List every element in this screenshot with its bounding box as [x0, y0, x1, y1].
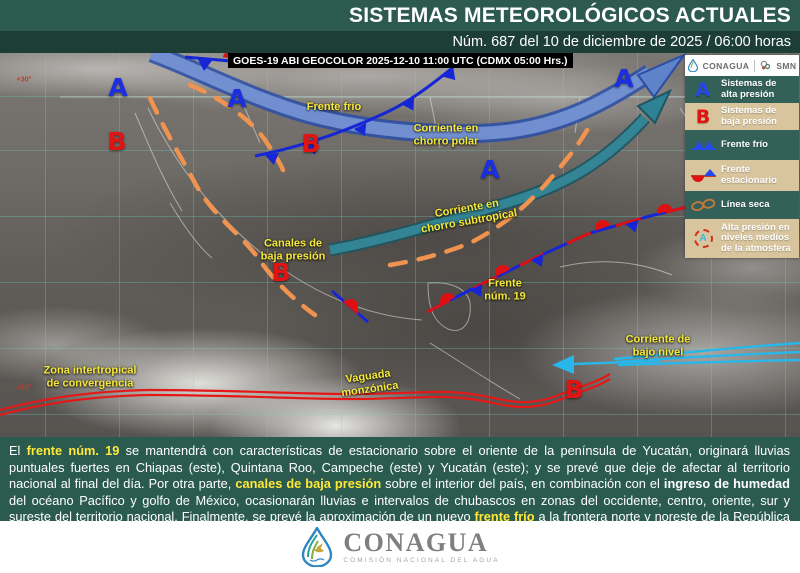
low-level-current-arrow: [552, 341, 800, 374]
stationary-front-icon: [690, 168, 716, 182]
forecast-description: El frente núm. 19 se mantendrá con carac…: [0, 437, 800, 541]
low-pressure-mark: B: [564, 375, 584, 405]
description-text: El frente núm. 19 se mantendrá con carac…: [9, 443, 790, 541]
conagua-drop-icon: [687, 59, 698, 72]
description-segment: a la frontera norte y noreste de la Repú…: [9, 509, 790, 541]
description-segment: del océano Pacífico y golfo de México, o…: [9, 492, 790, 525]
subtropical-jet-arrow: [328, 88, 673, 257]
low-pressure-channel-dashed: [147, 82, 593, 318]
legend-item-high-pressure: A Sistemas de alta presión: [685, 76, 799, 103]
low-pressure-mark: B: [107, 127, 127, 157]
legend-item-low-pressure: B Sistemas de baja presión: [685, 103, 799, 130]
label-low-pressure-channels: Canales de baja presión: [260, 237, 326, 263]
legend-item-dry-line: Línea seca: [685, 191, 799, 219]
latitude-label: +30°: [16, 76, 32, 84]
stationary-front-line: [426, 200, 709, 314]
low-pressure-mark: B: [271, 258, 291, 288]
label-front-19: Frente núm. 19: [484, 277, 526, 303]
satellite-map: GOES-19 ABI GEOCOLOR 2025-12-10 11:00 UT…: [0, 53, 800, 437]
description-segment: se mantendrá con características de esta…: [9, 443, 791, 492]
high-pressure-mark: A: [614, 64, 634, 94]
bulletin-number: Núm. 687 del 10 de diciembre de 2025 / 0…: [0, 31, 800, 53]
itcz-monsoon-trough-line: [0, 373, 611, 417]
latitude-label: +10°: [16, 384, 32, 392]
footer: CONAGUA COMISIÓN NACIONAL DEL AGUA: [0, 521, 800, 573]
legend-logos-bar: CONAGUA SMN: [685, 55, 799, 76]
description-segment: El: [9, 443, 27, 458]
legend-logo-separator: [754, 59, 756, 72]
coastline-paths: [60, 96, 740, 400]
footer-logo-subtext: COMISIÓN NACIONAL DEL AGUA: [343, 557, 500, 564]
label-cold-front: Frente frío: [306, 100, 362, 113]
smn-logo-icon: [761, 60, 771, 70]
low-pressure-symbol: B: [695, 105, 711, 128]
legend-item-cold-front: Frente frío: [685, 130, 799, 160]
label-polar-jet: Corriente en chorro polar: [413, 122, 479, 148]
mid-level-high-icon: A: [693, 229, 713, 248]
page-title: SISTEMAS METEOROLÓGICOS ACTUALES: [0, 0, 800, 31]
description-segment: frente núm. 19: [26, 443, 120, 458]
dry-line-icon: [690, 198, 715, 212]
legend-conagua-text: CONAGUA: [702, 60, 750, 71]
legend-item-mid-level-high: A Alta presión en niveles medios de la a…: [685, 219, 799, 258]
label-itcz: Zona intertropical de convergencia: [43, 364, 137, 390]
description-segment: canales de baja presión: [235, 476, 382, 492]
cold-front-icon: [690, 140, 716, 150]
weather-symbols-layer: [0, 53, 800, 417]
high-pressure-mark: A: [108, 73, 128, 103]
graticule-grid: [0, 53, 800, 437]
description-segment: frente frío: [474, 509, 535, 525]
high-pressure-mark: A: [480, 155, 500, 185]
footer-logo-text: CONAGUA: [343, 528, 489, 557]
description-segment: ingreso de humedad: [663, 476, 790, 492]
legend-smn-text: SMN: [776, 60, 797, 71]
polar-jet-arrow: [148, 53, 687, 144]
legend-panel: CONAGUA SMN A Sistemas de alta presión B: [685, 55, 799, 258]
label-low-level-current: Corriente de bajo nivel: [625, 333, 691, 359]
conagua-logo: [302, 527, 333, 567]
satellite-timestamp-bar: GOES-19 ABI GEOCOLOR 2025-12-10 11:00 UT…: [228, 53, 573, 68]
cold-front-line: [254, 53, 469, 165]
legend-item-stationary-front: Frente estacionario: [685, 160, 799, 191]
description-segment: sobre el interior del país, en combinaci…: [381, 476, 664, 492]
high-pressure-symbol: A: [695, 78, 711, 101]
high-pressure-mark: A: [227, 84, 247, 114]
stationary-front-segment-central: [331, 289, 369, 324]
low-pressure-mark: B: [301, 129, 321, 159]
